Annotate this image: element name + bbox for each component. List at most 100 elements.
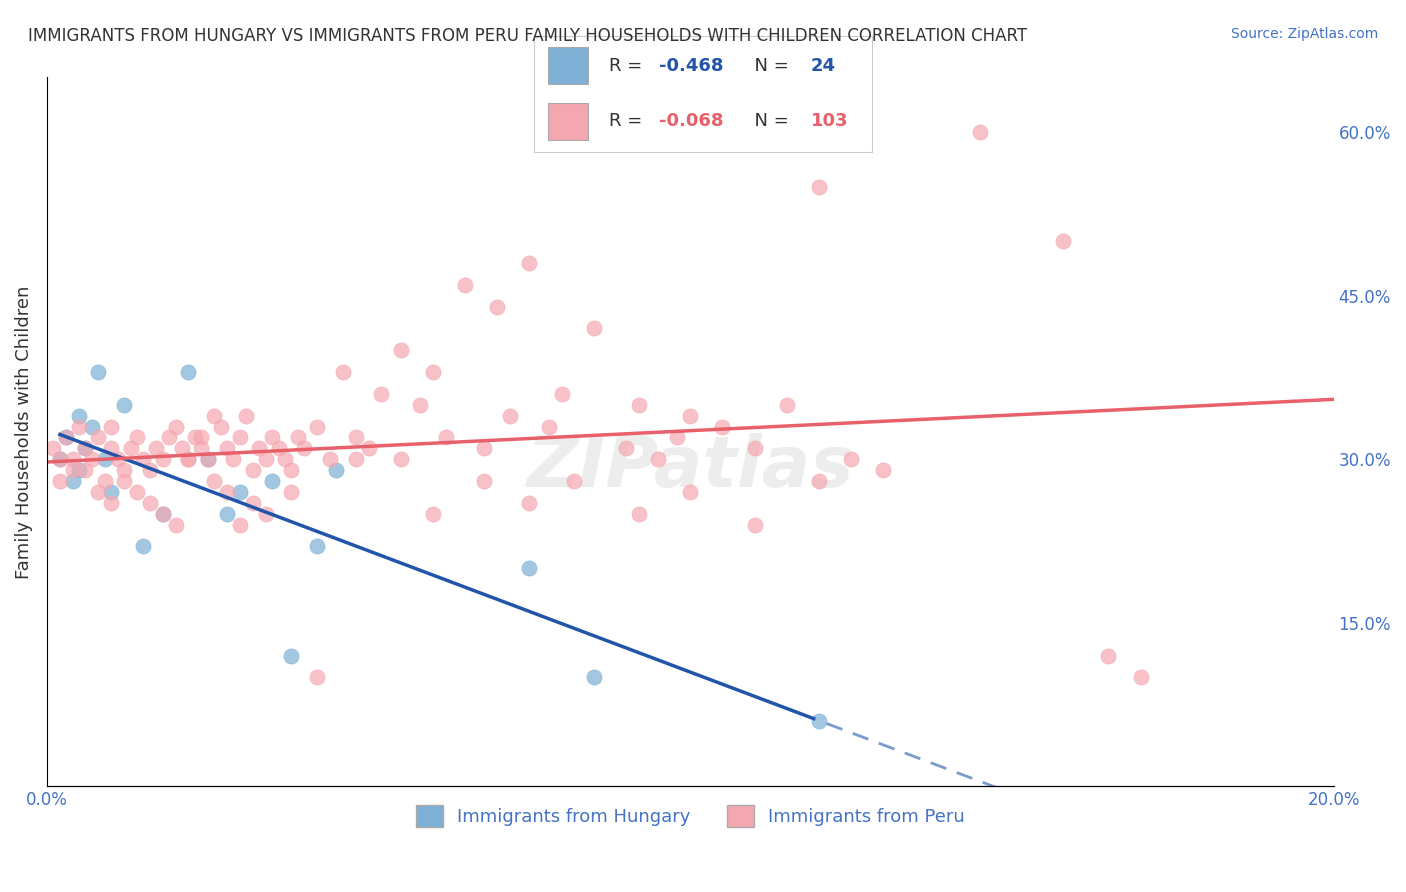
Point — [80, 419, 103, 434]
Text: R =: R = — [609, 112, 648, 130]
Point — [229, 430, 252, 444]
Point — [132, 540, 155, 554]
Point — [55, 430, 77, 444]
Point — [229, 517, 252, 532]
Point — [215, 507, 238, 521]
Point — [139, 496, 162, 510]
Point — [132, 452, 155, 467]
Text: Source: ZipAtlas.com: Source: ZipAtlas.com — [1230, 27, 1378, 41]
Point — [49, 452, 72, 467]
Point — [100, 485, 122, 500]
Text: N =: N = — [744, 112, 794, 130]
Point — [62, 463, 84, 477]
Point — [422, 507, 444, 521]
Point — [197, 452, 219, 467]
Point — [627, 398, 650, 412]
Point — [744, 442, 766, 456]
Point — [582, 670, 605, 684]
Point — [280, 485, 302, 500]
Point — [1097, 648, 1119, 663]
Point — [807, 474, 830, 488]
Text: -0.068: -0.068 — [659, 112, 724, 130]
Point — [550, 386, 572, 401]
Point — [499, 409, 522, 423]
Point — [292, 442, 315, 456]
Point — [209, 419, 232, 434]
Point — [711, 419, 734, 434]
Point — [486, 300, 509, 314]
Point — [177, 365, 200, 379]
Point — [807, 714, 830, 728]
Point — [262, 474, 284, 488]
Point — [94, 474, 117, 488]
Point — [474, 474, 496, 488]
Point — [389, 343, 412, 358]
Point — [152, 507, 174, 521]
Point — [165, 419, 187, 434]
Point — [679, 485, 702, 500]
Text: 24: 24 — [811, 57, 837, 75]
Point — [67, 419, 90, 434]
Point — [202, 474, 225, 488]
Point — [332, 365, 354, 379]
Point — [100, 442, 122, 456]
Point — [94, 452, 117, 467]
Point — [235, 409, 257, 423]
Text: -0.468: -0.468 — [659, 57, 724, 75]
Point — [776, 398, 799, 412]
Point — [307, 419, 329, 434]
Point — [87, 365, 110, 379]
Point — [152, 507, 174, 521]
Y-axis label: Family Households with Children: Family Households with Children — [15, 285, 32, 579]
Point — [139, 463, 162, 477]
Point — [49, 474, 72, 488]
Point — [215, 442, 238, 456]
Point — [100, 419, 122, 434]
Point — [519, 496, 541, 510]
Point — [422, 365, 444, 379]
Point — [807, 179, 830, 194]
Point — [307, 540, 329, 554]
Point — [839, 452, 862, 467]
Point — [969, 125, 991, 139]
Point — [177, 452, 200, 467]
Point — [325, 463, 347, 477]
Point — [120, 442, 142, 456]
Point — [152, 452, 174, 467]
Legend: Immigrants from Hungary, Immigrants from Peru: Immigrants from Hungary, Immigrants from… — [408, 797, 972, 834]
Point — [434, 430, 457, 444]
Point — [222, 452, 245, 467]
Point — [197, 452, 219, 467]
Point — [184, 430, 207, 444]
Point — [247, 442, 270, 456]
Point — [666, 430, 689, 444]
Point — [370, 386, 392, 401]
Point — [627, 507, 650, 521]
Point — [280, 463, 302, 477]
Point — [112, 398, 135, 412]
Point — [229, 485, 252, 500]
Point — [190, 442, 212, 456]
Point — [519, 561, 541, 575]
Point — [389, 452, 412, 467]
Point — [170, 442, 193, 456]
Point — [614, 442, 637, 456]
Point — [145, 442, 167, 456]
Point — [519, 256, 541, 270]
Point — [274, 452, 297, 467]
Point — [344, 430, 367, 444]
Text: ZIPatlas: ZIPatlas — [527, 433, 853, 502]
Point — [409, 398, 432, 412]
Point — [319, 452, 342, 467]
Point — [215, 485, 238, 500]
Text: IMMIGRANTS FROM HUNGARY VS IMMIGRANTS FROM PERU FAMILY HOUSEHOLDS WITH CHILDREN : IMMIGRANTS FROM HUNGARY VS IMMIGRANTS FR… — [28, 27, 1028, 45]
Point — [75, 463, 97, 477]
Point — [100, 496, 122, 510]
Point — [112, 474, 135, 488]
Point — [262, 430, 284, 444]
Point — [42, 442, 65, 456]
Point — [87, 485, 110, 500]
Point — [62, 452, 84, 467]
Point — [55, 430, 77, 444]
Point — [49, 452, 72, 467]
